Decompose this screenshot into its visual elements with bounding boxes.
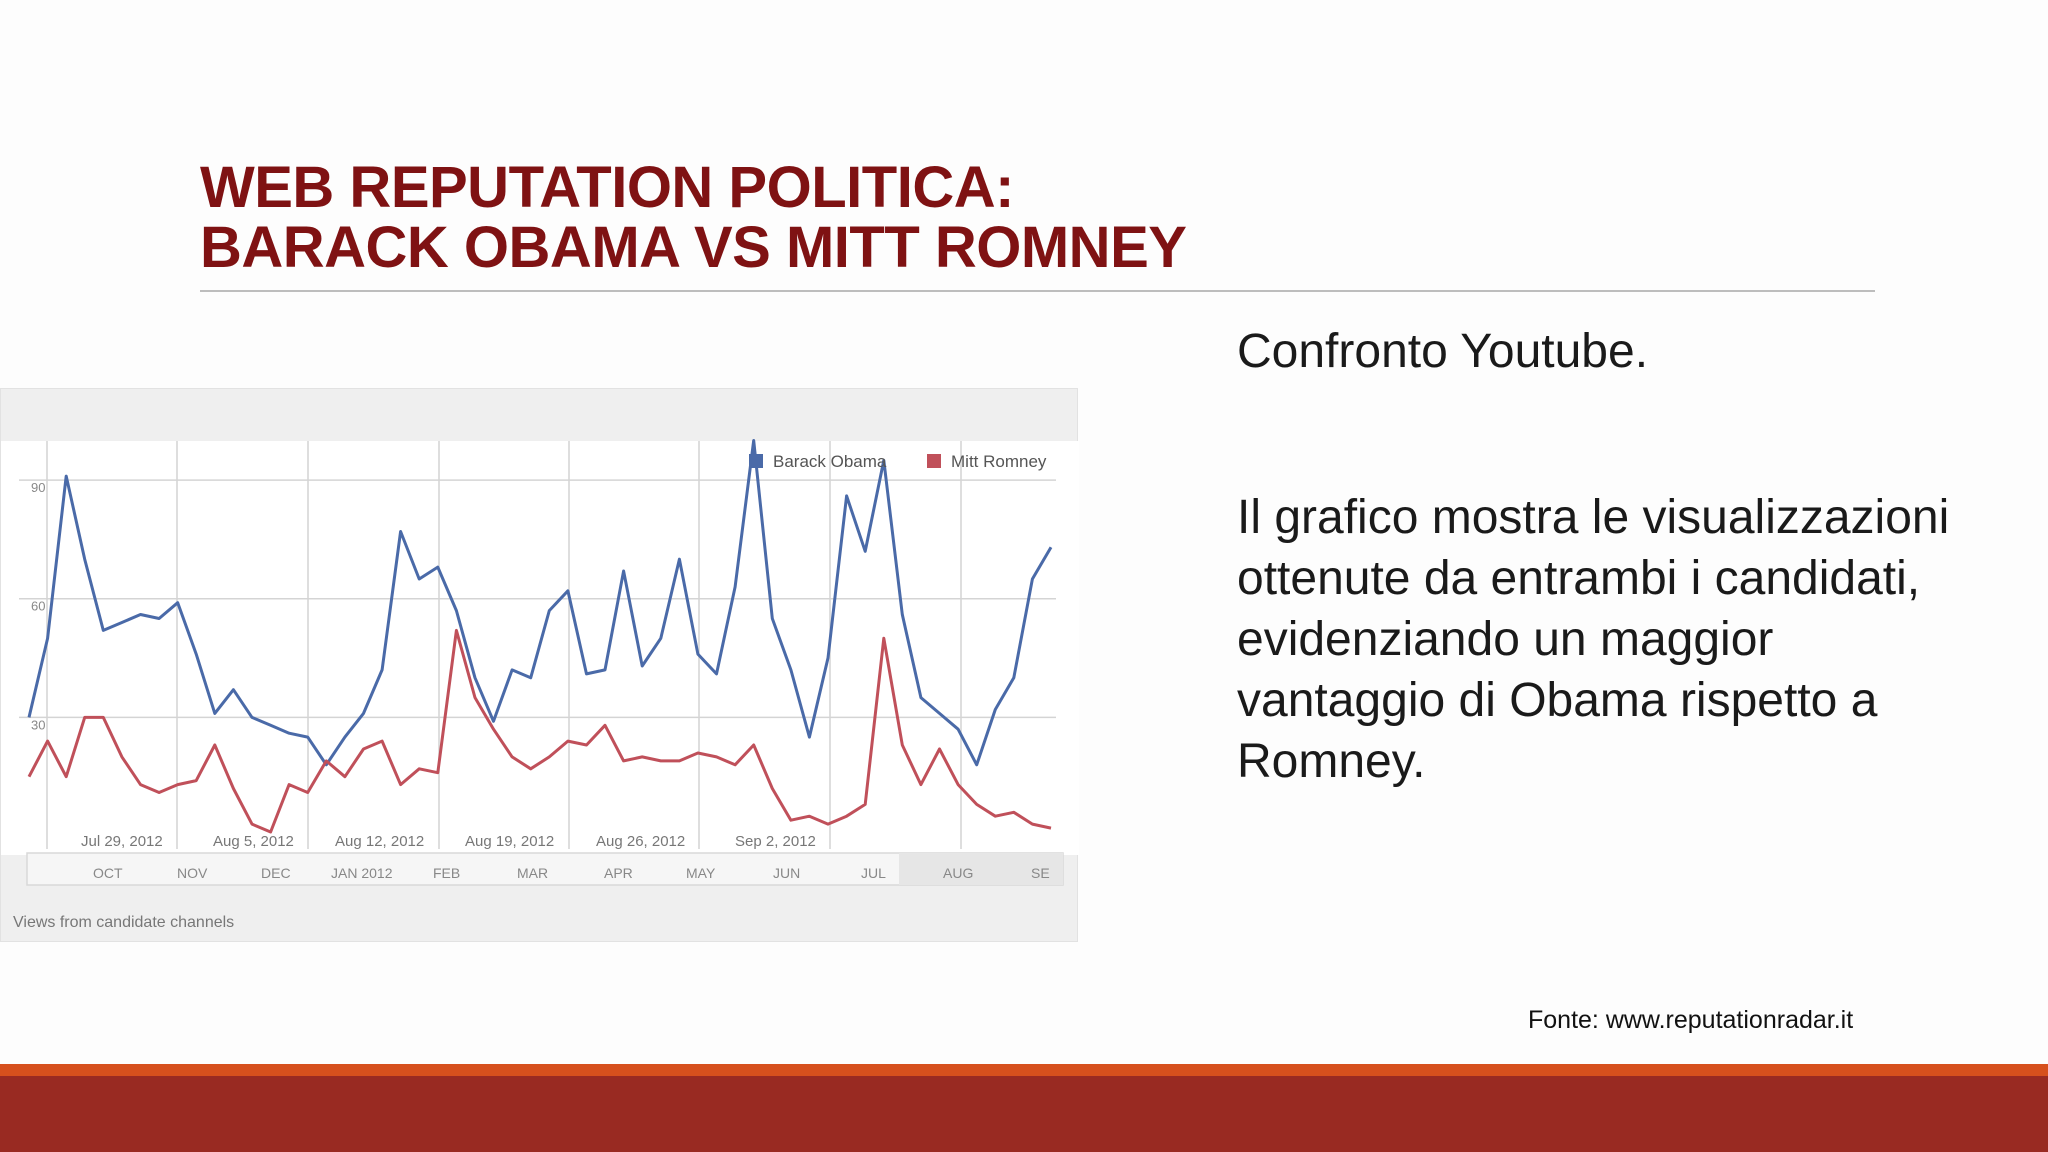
youtube-views-chart: 30 60 90 Barack Obama Mitt Romney Jul 29, 201… <box>1 439 1079 931</box>
timeline-label: JUN <box>773 865 800 881</box>
timeline-label: MAR <box>517 865 548 881</box>
x-date-label: Sep 2, 2012 <box>735 833 816 850</box>
x-date-label: Aug 19, 2012 <box>465 833 554 850</box>
timeline-label: OCT <box>93 865 123 881</box>
x-date-label: Aug 26, 2012 <box>596 833 685 850</box>
timeline-label: APR <box>604 865 633 881</box>
timeline-range-selector <box>899 853 1063 885</box>
timeline-label: JUL <box>861 865 886 881</box>
x-date-label: Aug 12, 2012 <box>335 833 424 850</box>
legend-swatch <box>927 454 941 468</box>
source-note: Fonte: www.reputationradar.it <box>1528 1006 1854 1034</box>
chart-panel: 30 60 90 Barack Obama Mitt Romney Jul 29, 201… <box>0 388 1079 942</box>
timeline-label: JAN 2012 <box>331 865 393 881</box>
y-tick-label: 60 <box>31 599 45 614</box>
chart-caption: Views from candidate channels <box>13 914 234 931</box>
legend-swatch <box>749 454 763 468</box>
timeline-label: FEB <box>433 865 460 881</box>
timeline-label: NOV <box>177 865 208 881</box>
series-line-barack-obama <box>27 439 1053 767</box>
side-paragraph: Il grafico mostra le visualizzazioni ott… <box>1237 491 1950 788</box>
title-divider <box>200 290 1875 292</box>
title-line-1: WEB REPUTATION POLITICA: <box>200 155 1014 220</box>
x-date-label: Aug 5, 2012 <box>213 833 294 850</box>
title-line-2: BARACK OBAMA VS MITT ROMNEY <box>200 215 1187 280</box>
timeline-label: AUG <box>943 865 973 881</box>
side-heading: Confronto Youtube. <box>1237 325 1649 378</box>
legend-label: Barack Obama <box>773 452 887 471</box>
y-tick-label: 30 <box>31 717 45 732</box>
legend-label: Mitt Romney <box>951 452 1047 471</box>
timeline-navigator <box>26 852 1064 886</box>
series-line-mitt-romney <box>27 628 1052 834</box>
footer-accent-bar <box>0 1064 2048 1076</box>
timeline-label: DEC <box>261 865 291 881</box>
footer-bar <box>0 1076 2048 1152</box>
timeline-label: MAY <box>686 865 716 881</box>
x-date-label: Jul 29, 2012 <box>81 833 163 850</box>
y-tick-label: 90 <box>31 480 45 495</box>
timeline-label: SE <box>1031 865 1050 881</box>
slide-title: WEB REPUTATION POLITICA: BARACK OBAMA VS… <box>200 155 1187 280</box>
